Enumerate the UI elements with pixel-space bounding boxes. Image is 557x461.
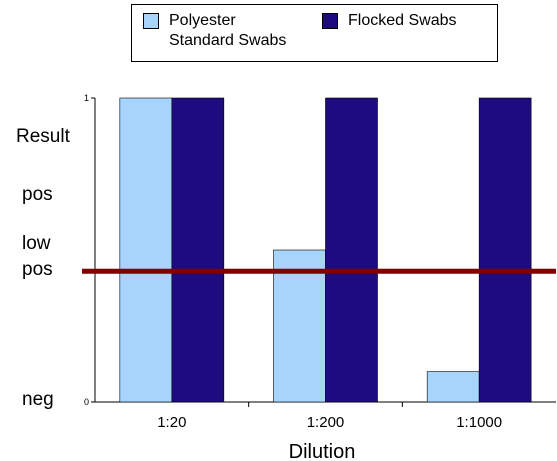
x-tick-label: 1:200 — [307, 414, 345, 431]
legend-swatch-polyester — [143, 13, 159, 29]
chart-legend: Polyester Standard Swabs Flocked Swabs — [131, 4, 498, 62]
y-category-label: Result — [16, 126, 71, 147]
y-category-label: pos — [22, 184, 53, 205]
legend-item-flocked: Flocked Swabs — [322, 11, 457, 31]
y-tick-label: 1 — [84, 93, 89, 103]
x-tick-label: 1:1000 — [456, 414, 502, 431]
bar — [426, 371, 480, 403]
x-axis-label: Dilution — [289, 441, 356, 461]
bar — [273, 249, 326, 403]
bar — [478, 97, 532, 403]
y-category-label: neg — [22, 389, 54, 410]
plot-area: 0 1 1:20 1:200 1:1000 Result pos low pos neg — [16, 93, 556, 431]
bar — [119, 97, 173, 403]
legend-label-flocked: Flocked Swabs — [348, 12, 457, 29]
x-tick-label: 1:20 — [157, 414, 186, 431]
bar — [325, 97, 378, 403]
bar — [171, 97, 225, 403]
legend-swatch-flocked — [322, 13, 338, 29]
legend-label-polyester: Polyester Standard Swabs — [169, 12, 287, 49]
legend-item-polyester: Polyester Standard Swabs — [143, 11, 286, 51]
y-tick-label: 0 — [84, 397, 89, 407]
y-category-label: low pos — [22, 233, 53, 280]
